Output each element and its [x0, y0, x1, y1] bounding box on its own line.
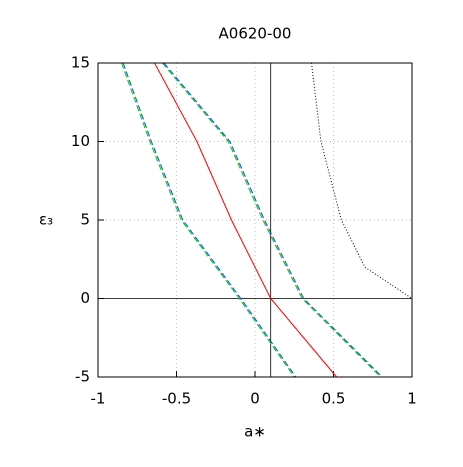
x-tick-label: -0.5 [162, 390, 191, 408]
plot-frame [97, 62, 413, 378]
x-tick-label: 1 [407, 390, 417, 408]
curve [122, 62, 297, 378]
x-tick-label: 0 [250, 390, 260, 408]
chart-title: A0620-00 [219, 25, 292, 43]
y-tick-label: 10 [71, 132, 90, 150]
curve [161, 62, 381, 378]
x-tick-label: 0.5 [322, 390, 346, 408]
curve [311, 62, 413, 299]
y-axis-label: ε₃ [39, 211, 53, 229]
curve [121, 62, 295, 378]
y-tick-label: -5 [75, 368, 90, 386]
x-tick-label: -1 [91, 390, 106, 408]
curve [163, 62, 383, 378]
x-axis-label: a∗ [244, 423, 266, 441]
curve [154, 62, 338, 378]
y-tick-label: 5 [80, 211, 90, 229]
y-tick-label: 15 [71, 54, 90, 72]
y-tick-label: 0 [80, 289, 90, 307]
